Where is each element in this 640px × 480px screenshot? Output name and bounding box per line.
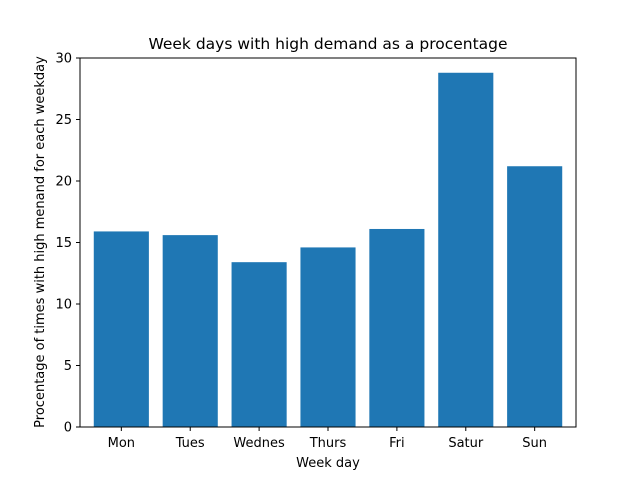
x-axis-label: Week day [296, 456, 360, 471]
axes-frame [79, 57, 577, 428]
x-tick-label: Mon [108, 436, 135, 451]
x-tick-label: Tues [175, 436, 205, 451]
x-tick-label: Fri [389, 436, 405, 451]
y-tick-label: 10 [55, 298, 72, 313]
bar-fri [369, 228, 425, 427]
y-tick-label: 0 [64, 421, 72, 436]
y-axis-label: Procentage of times with high menand for… [33, 56, 48, 428]
x-tick-label: Thurs [309, 436, 347, 451]
bar-thurs [300, 247, 356, 427]
y-tick-label: 30 [55, 52, 72, 67]
bar-sun [507, 166, 563, 428]
y-tick-label: 15 [55, 236, 72, 251]
bar-mon [93, 231, 149, 427]
x-tick-label: Satur [448, 436, 484, 451]
y-axis-ticks: 0 5 10 15 20 25 30 [55, 52, 80, 436]
bar-satur [438, 72, 494, 427]
bars-group [93, 72, 563, 428]
y-tick-label: 25 [55, 113, 72, 128]
chart-title: Week days with high demand as a procenta… [148, 35, 507, 53]
x-tick-label: Sun [522, 436, 547, 451]
bar-tues [162, 235, 218, 427]
y-tick-label: 20 [55, 175, 72, 190]
x-axis-ticks: Mon Tues Wednes Thurs Fri Satur Sun [108, 427, 547, 451]
bar-wednes [231, 262, 287, 427]
y-tick-label: 5 [64, 359, 72, 374]
x-tick-label: Wednes [233, 436, 285, 451]
